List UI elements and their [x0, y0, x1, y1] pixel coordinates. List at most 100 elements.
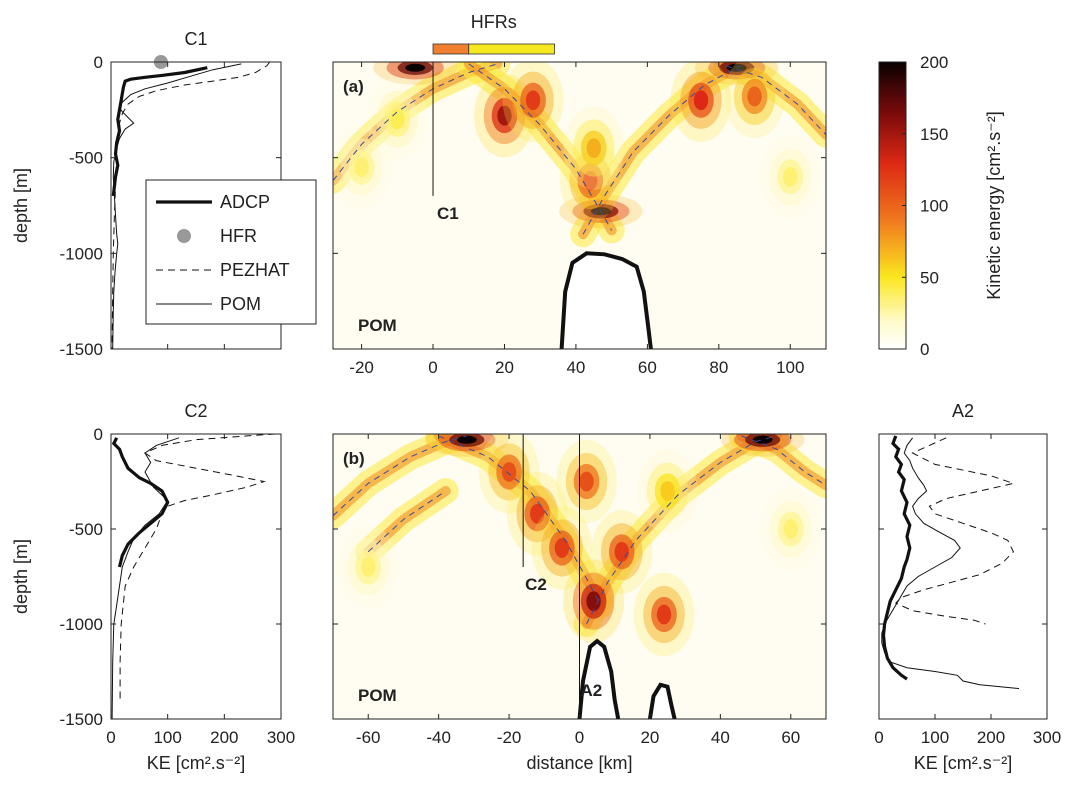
- section-a-xtick-label: 80: [709, 358, 728, 377]
- section-a-hotspot: [354, 157, 369, 178]
- c2-profile-series-pezhat: [119, 434, 276, 700]
- section-a-ray-path: [725, 65, 826, 136]
- section-a-heatmap: [333, 62, 826, 349]
- section-a-ray-path: [582, 65, 741, 235]
- a2-profile-series-pom: [881, 437, 1020, 690]
- c2-profile-xtick-label: 300: [267, 728, 295, 747]
- section-b-panel-label: (b): [343, 449, 365, 468]
- a2-profile-frame: [878, 433, 1048, 720]
- a2-profile-xtick-label: 200: [977, 728, 1005, 747]
- colorbar-tick-label: 50: [920, 268, 939, 287]
- legend-box: [145, 179, 317, 325]
- section-a-hotspot: [390, 109, 405, 130]
- section-a-hotspot: [726, 63, 747, 72]
- legend-label: HFR: [220, 226, 257, 246]
- hfr-label: HFRs: [471, 12, 517, 32]
- section-b-model-label: POM: [358, 686, 397, 705]
- section-b-seamount-outline: [577, 638, 621, 719]
- legend-label: ADCP: [220, 192, 270, 212]
- colorbar-tick-label: 100: [920, 197, 948, 216]
- c1-profile-title: C1: [184, 29, 207, 49]
- section-a-station-label: C1: [437, 204, 459, 223]
- section-b-hotspot: [361, 557, 376, 577]
- section-a-ray-path: [468, 63, 613, 231]
- c2-profile-series-pom: [111, 437, 180, 719]
- a2-profile-plot: [881, 435, 1020, 690]
- section-a-seamount-fill: [561, 253, 651, 349]
- section-b-hotspot: [614, 541, 629, 562]
- section-b-hotspot: [554, 538, 570, 558]
- section-a-ray-path: [333, 63, 498, 181]
- colorbar: [878, 61, 907, 350]
- c1-profile-ylabel: depth [m]: [11, 168, 31, 243]
- section-a-hotspot: [693, 90, 709, 111]
- section-a-seamount-outline: [559, 251, 653, 349]
- section-b-seamount-outline: [647, 682, 677, 719]
- section-b-xtick-label: -20: [497, 728, 522, 747]
- c2-profile-ytick-label: -1500: [60, 710, 103, 729]
- colorbar-label: Kinetic energy [cm².s⁻²]: [984, 111, 1004, 300]
- section-a-frame: [332, 61, 827, 350]
- c1-profile-ytick-label: -1000: [60, 244, 103, 263]
- c2-profile-series-adcp: [111, 437, 170, 568]
- section-a-panel-label: (a): [343, 77, 364, 96]
- section-b-hotspot: [579, 471, 594, 492]
- c1-profile-ytick-label: -1500: [60, 340, 103, 359]
- legend-label: PEZHAT: [220, 260, 290, 280]
- section-a-xtick-label: 40: [566, 358, 585, 377]
- a2-profile-xlabel: KE [cm².s⁻²]: [914, 753, 1013, 773]
- section-a-model-label: POM: [358, 316, 397, 335]
- section-b-xtick-label: -40: [426, 728, 451, 747]
- section-b-xtick-label: -60: [356, 728, 381, 747]
- section-b-hotspot: [783, 519, 798, 539]
- c2-profile-ylabel: depth [m]: [11, 539, 31, 614]
- c2-profile-title: C2: [184, 401, 207, 421]
- section-b-hotspot: [660, 481, 675, 501]
- c1-profile-series-pom: [112, 63, 242, 349]
- section-b-ray-path: [333, 435, 467, 517]
- section-b-hotspot: [656, 604, 672, 625]
- section-a-xtick-label: -20: [349, 358, 374, 377]
- c2-profile-xtick-label: 200: [210, 728, 238, 747]
- section-b-station-label: A2: [581, 681, 603, 700]
- section-b-hotspot: [530, 503, 545, 524]
- c1-profile-series-adcp: [111, 66, 208, 197]
- c2-profile-xlabel: KE [cm².s⁻²]: [147, 753, 246, 773]
- c2-profile-xtick-label: 100: [153, 728, 181, 747]
- section-a-xtick-label: 60: [638, 358, 657, 377]
- c1-profile-plot: [111, 62, 271, 349]
- hfr-coverage-bar: [432, 43, 470, 55]
- c2-profile-ytick-label: -500: [69, 520, 103, 539]
- section-b-xlabel: distance [km]: [526, 753, 632, 773]
- section-b-ray-path: [741, 435, 826, 486]
- section-b-xtick-label: 0: [575, 728, 584, 747]
- hfr-coverage-bar: [468, 43, 555, 55]
- legend-label: POM: [220, 294, 261, 314]
- section-a-hotspot: [783, 166, 798, 187]
- section-b-hotspot: [501, 462, 517, 482]
- section-b-xtick-label: 20: [640, 728, 659, 747]
- section-a-hotspot: [525, 90, 541, 111]
- section-a-xtick-label: 20: [495, 358, 514, 377]
- section-a-hotspot: [405, 63, 426, 72]
- c1-profile-ytick-label: -500: [69, 149, 103, 168]
- section-a-hotspot: [747, 86, 762, 107]
- section-a-hotspot: [497, 105, 512, 126]
- colorbar-tick-label: 150: [920, 125, 948, 144]
- colorbar-tick-label: 0: [920, 340, 929, 359]
- section-b-hotspot: [752, 435, 773, 444]
- a2-profile-series-adcp: [881, 435, 912, 681]
- c1-profile-series-pezhat: [111, 62, 271, 349]
- a2-profile-xtick-label: 0: [874, 728, 883, 747]
- legend-swatch: [177, 229, 191, 243]
- a2-profile-series-pezhat: [894, 437, 1016, 625]
- section-b-ray-path: [367, 490, 446, 553]
- section-a-xtick-label: 100: [776, 358, 804, 377]
- c1-profile-ytick-label: 0: [94, 53, 103, 72]
- a2-profile-xtick-label: 100: [921, 728, 949, 747]
- colorbar-tick-label: 200: [920, 53, 948, 72]
- section-b-hotspot: [586, 591, 601, 612]
- section-b-station-label: C2: [525, 575, 547, 594]
- c2-profile-xtick-label: 0: [106, 728, 115, 747]
